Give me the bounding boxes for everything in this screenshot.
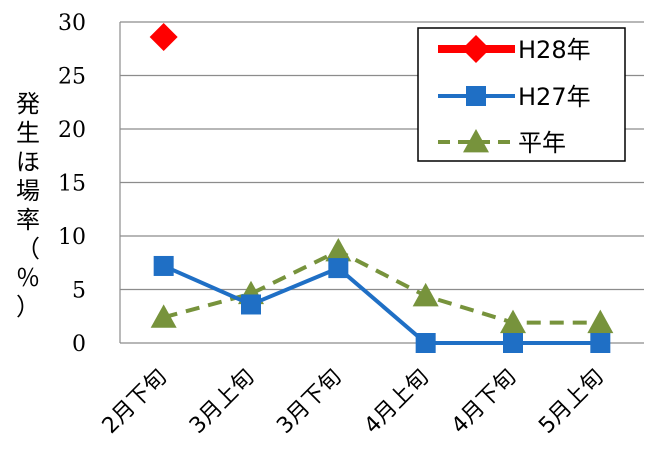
- legend-marker-triangle: [463, 129, 489, 153]
- legend-label: H27年: [518, 83, 591, 111]
- y-label-char: ）: [16, 293, 40, 321]
- legend-marker-square: [466, 86, 486, 106]
- x-category-label: 4月下旬: [447, 365, 521, 439]
- series-1: [153, 255, 611, 353]
- legend-marker-diamond: [462, 35, 490, 63]
- data-point-triangle: [587, 309, 614, 334]
- legend-label: H28年: [518, 36, 591, 64]
- y-axis-ticks: 0 5 10 15 20 25 30: [58, 11, 86, 357]
- data-point-triangle: [325, 237, 352, 262]
- x-category-label: 2月下旬: [98, 365, 172, 439]
- gridlines: [119, 21, 644, 344]
- y-label-char: ほ: [16, 148, 40, 176]
- y-tick-label: 15: [58, 172, 86, 197]
- data-point-square: [328, 258, 349, 279]
- data-point-triangle: [500, 309, 526, 334]
- y-tick-label: 30: [58, 11, 86, 36]
- x-category-label: 3月上旬: [185, 365, 259, 439]
- legend-label: 平年: [518, 129, 566, 157]
- data-point-triangle: [150, 304, 177, 328]
- x-axis-categories: 2月下旬 3月上旬 3月下旬 4月上旬 4月下旬 5月上旬: [98, 365, 609, 439]
- series-line: [162, 264, 601, 345]
- data-point-square: [503, 333, 523, 353]
- data-point-triangle: [412, 282, 439, 307]
- y-label-char: 発: [16, 90, 40, 118]
- series-0: [149, 22, 178, 51]
- y-tick-label: 0: [72, 332, 86, 357]
- y-tick-label: 5: [72, 279, 86, 304]
- data-point-square: [415, 333, 436, 353]
- data-point-square: [153, 255, 174, 276]
- x-category-label: 4月上旬: [360, 365, 434, 439]
- x-category-label: 5月上旬: [534, 365, 608, 439]
- y-label-char: 場: [16, 177, 40, 205]
- y-label-char: （: [16, 235, 40, 263]
- series-group: [149, 22, 614, 353]
- y-label-char: ％: [16, 264, 40, 292]
- data-point-square: [590, 333, 611, 353]
- y-tick-label: 20: [58, 118, 86, 143]
- y-label-char: 率: [16, 206, 40, 234]
- series-line: [163, 248, 601, 325]
- series-2: [150, 237, 614, 334]
- y-tick-label: 10: [58, 225, 86, 250]
- data-point-diamond: [149, 22, 178, 51]
- data-point-square: [241, 294, 261, 315]
- y-label-char: 生: [16, 119, 40, 147]
- x-category-label: 3月下旬: [272, 365, 346, 439]
- y-tick-label: 25: [58, 65, 86, 90]
